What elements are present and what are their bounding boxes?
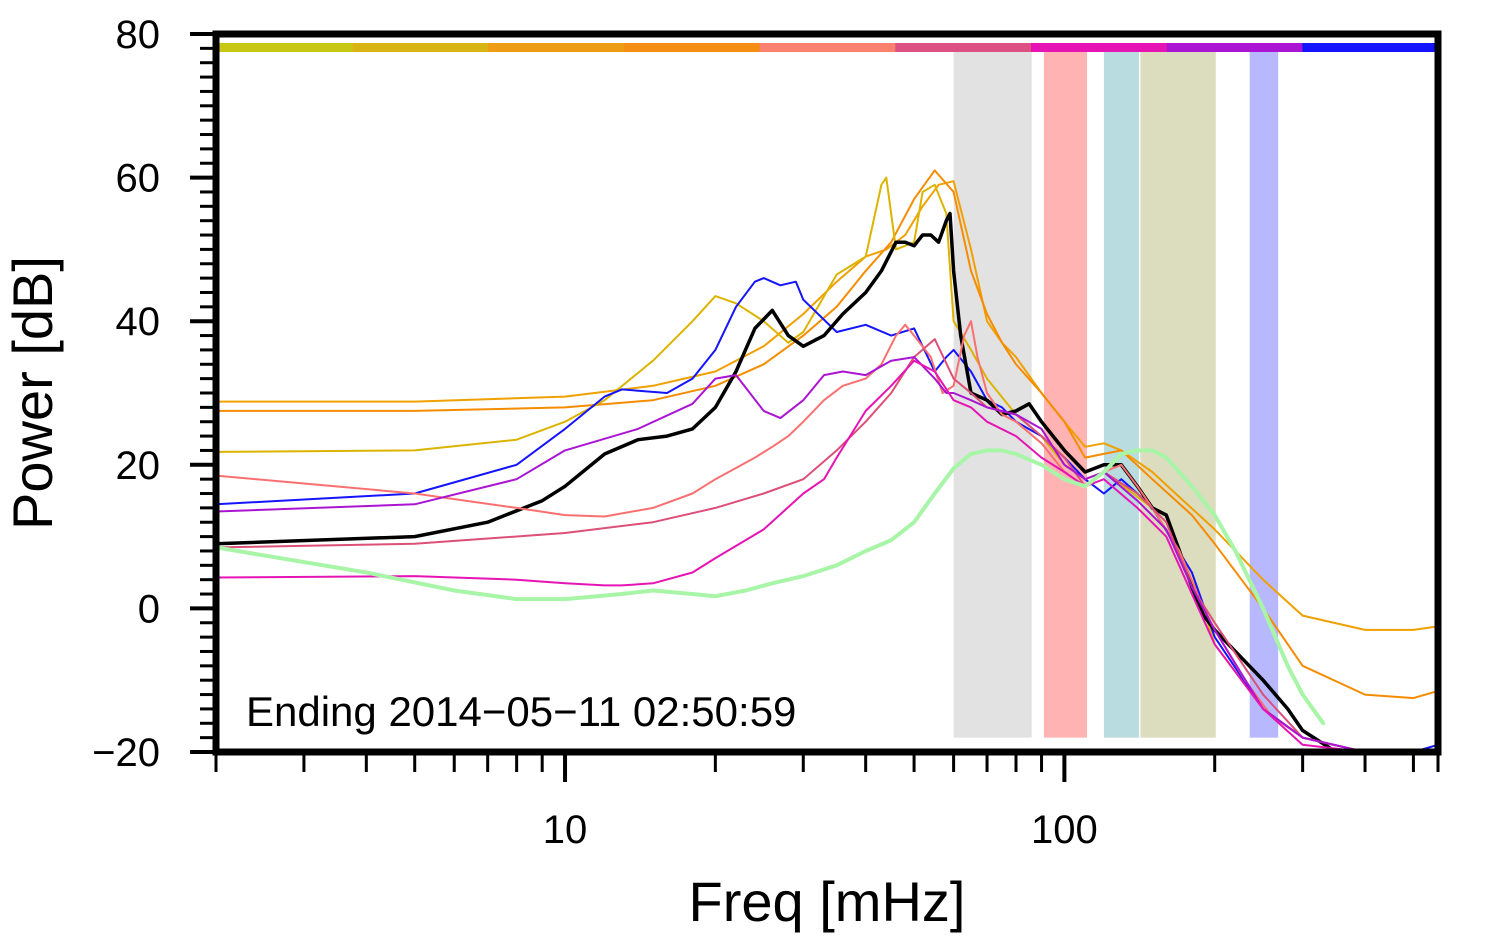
color-bar-segment-5	[759, 43, 896, 52]
x-tick-labels: 10 100	[543, 808, 1098, 852]
color-bar-segment-3	[488, 43, 625, 52]
y-tick-label: 40	[116, 300, 161, 344]
color-bar-segment-9	[1302, 43, 1439, 52]
plot-frame	[212, 30, 1442, 756]
color-bar-segment-8	[1166, 43, 1303, 52]
color-bar-segment-1	[217, 43, 354, 52]
series-line-9	[216, 359, 1438, 752]
color-bar-segment-7	[1031, 43, 1168, 52]
y-tick-label: 0	[138, 587, 160, 631]
color-bar-segment-6	[895, 43, 1032, 52]
series-line-10	[216, 448, 1326, 726]
band-3	[1103, 48, 1139, 738]
series-line-8	[216, 356, 1438, 752]
x-axis-title: Freq [mHz]	[689, 870, 966, 933]
ending-annotation: Ending 2014−05−11 02:50:59	[246, 688, 796, 735]
y-axis-title: Power [dB]	[1, 256, 64, 530]
y-tick-label: 80	[116, 13, 161, 57]
x-tick-label: 10	[543, 808, 588, 852]
y-tick-label: 20	[116, 444, 161, 488]
shaded-bands	[953, 48, 1279, 738]
y-tick-label: 60	[116, 157, 161, 201]
band-1	[953, 48, 1032, 738]
x-tick-label: 100	[1031, 808, 1098, 852]
color-bar-segment-2	[352, 43, 489, 52]
y-tick-labels: 80 60 40 20 0 −20	[92, 13, 160, 775]
color-bar	[217, 43, 1439, 52]
band-2	[1043, 48, 1088, 738]
y-tick-label: −20	[92, 731, 160, 775]
series-line-1	[216, 180, 1438, 631]
series-line-2	[216, 169, 1438, 700]
series-lines	[216, 169, 1438, 752]
band-4	[1140, 48, 1216, 738]
color-bar-segment-4	[624, 43, 761, 52]
